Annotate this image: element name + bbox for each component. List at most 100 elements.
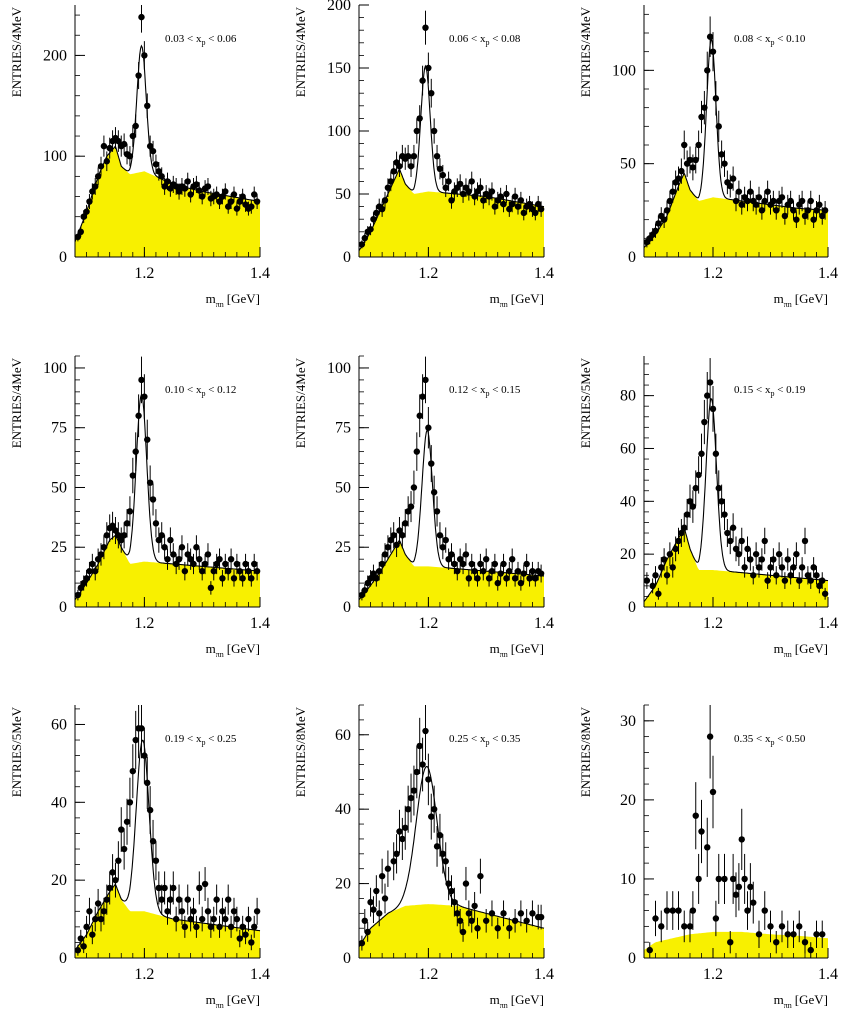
data-point — [187, 191, 194, 198]
data-point — [526, 575, 533, 582]
annotation-pre: 0.35 < x — [734, 733, 771, 745]
data-point — [643, 577, 651, 584]
x-tick-label: 1.2 — [134, 265, 154, 282]
data-point — [100, 544, 108, 551]
annotation-subscript: p — [770, 389, 774, 398]
data-point — [172, 915, 180, 923]
data-point — [367, 898, 374, 906]
x-axis-label: mπn [GeV] — [206, 291, 260, 309]
x-label-unit: [GeV] — [227, 291, 260, 306]
data-point — [433, 153, 441, 160]
data-point — [112, 527, 119, 534]
data-point — [666, 197, 674, 205]
data-point — [219, 908, 226, 915]
data-point — [485, 193, 493, 200]
data-point — [773, 938, 780, 946]
y-tick-label: 60 — [51, 716, 67, 733]
y-tick-label: 60 — [335, 727, 351, 744]
data-point — [715, 875, 722, 883]
x-axis-label: mπn [GeV] — [774, 291, 828, 309]
y-tick-label: 25 — [335, 539, 351, 556]
data-point — [181, 185, 189, 192]
data-point — [451, 898, 458, 906]
data-point — [230, 191, 238, 198]
data-point — [706, 379, 714, 386]
data-point — [103, 158, 110, 165]
data-point — [698, 113, 705, 121]
y-axis-label: ENTRIES/4MeV — [9, 6, 24, 97]
data-point — [761, 537, 768, 545]
y-tick-label: 10 — [620, 871, 636, 888]
data-point — [210, 915, 217, 923]
data-point — [775, 550, 783, 558]
data-point — [439, 850, 447, 858]
data-point — [422, 376, 429, 384]
data-point — [227, 555, 235, 563]
data-point — [422, 727, 429, 735]
data-point — [384, 865, 392, 872]
data-point — [251, 191, 258, 198]
data-point — [686, 156, 694, 164]
data-point — [532, 575, 539, 582]
x-label-main: m — [206, 291, 216, 306]
data-point — [433, 843, 441, 850]
data-point — [92, 567, 99, 575]
data-point — [701, 418, 708, 426]
data-point — [410, 484, 418, 491]
data-point — [488, 567, 496, 575]
y-tick-label: 20 — [51, 872, 67, 889]
y-tick-label: 100 — [327, 360, 351, 377]
y-tick-label: 0 — [628, 950, 636, 967]
x-label-main: m — [774, 992, 784, 1007]
data-point — [146, 142, 154, 150]
data-point — [407, 503, 415, 510]
data-point — [727, 182, 734, 190]
data-point — [482, 917, 490, 924]
x-tick-label: 1.2 — [418, 615, 438, 632]
data-point — [801, 537, 809, 545]
background-area — [75, 146, 260, 257]
data-point — [144, 436, 151, 443]
annotation-pre: 0.03 < x — [165, 33, 202, 45]
data-point — [83, 575, 90, 582]
data-point — [807, 197, 814, 205]
data-point — [245, 567, 252, 575]
y-tick-label: 0 — [628, 599, 636, 616]
annotation-subscript: p — [770, 38, 774, 47]
data-point — [523, 560, 530, 568]
data-point — [419, 761, 426, 768]
range-annotation: 0.06 < xp < 0.08 — [449, 33, 521, 47]
data-point — [149, 147, 157, 155]
data-point — [120, 845, 128, 853]
data-point — [704, 844, 711, 851]
data-point — [115, 857, 122, 864]
panel-7: 0 20 40 60 1.2 1.4 ENTRIES/5MeV mπn [GeV] 0.19 < … — [9, 705, 270, 1010]
data-point — [230, 908, 238, 915]
data-point — [465, 910, 473, 917]
data-point — [138, 376, 145, 384]
data-point — [413, 768, 421, 776]
data-point — [787, 197, 794, 205]
y-tick-label: 200 — [327, 0, 351, 14]
y-tick-label: 0 — [59, 599, 67, 616]
data-point — [390, 858, 397, 865]
data-point — [718, 498, 725, 505]
data-point — [393, 850, 400, 858]
y-tick-label: 0 — [59, 950, 67, 967]
x-label-main: m — [206, 641, 216, 656]
data-point — [764, 188, 771, 195]
data-point — [112, 876, 119, 884]
data-point — [201, 880, 209, 888]
data-point — [193, 923, 200, 931]
data-point — [517, 579, 525, 587]
data-point — [181, 923, 189, 931]
data-point — [778, 923, 786, 930]
data-point — [132, 736, 139, 744]
data-point — [744, 197, 751, 205]
data-point — [378, 205, 386, 213]
data-point — [738, 201, 745, 208]
data-point — [439, 544, 447, 551]
data-point — [755, 564, 763, 571]
x-axis-label: mπn [GeV] — [490, 641, 544, 659]
y-tick-label: 30 — [620, 713, 636, 730]
